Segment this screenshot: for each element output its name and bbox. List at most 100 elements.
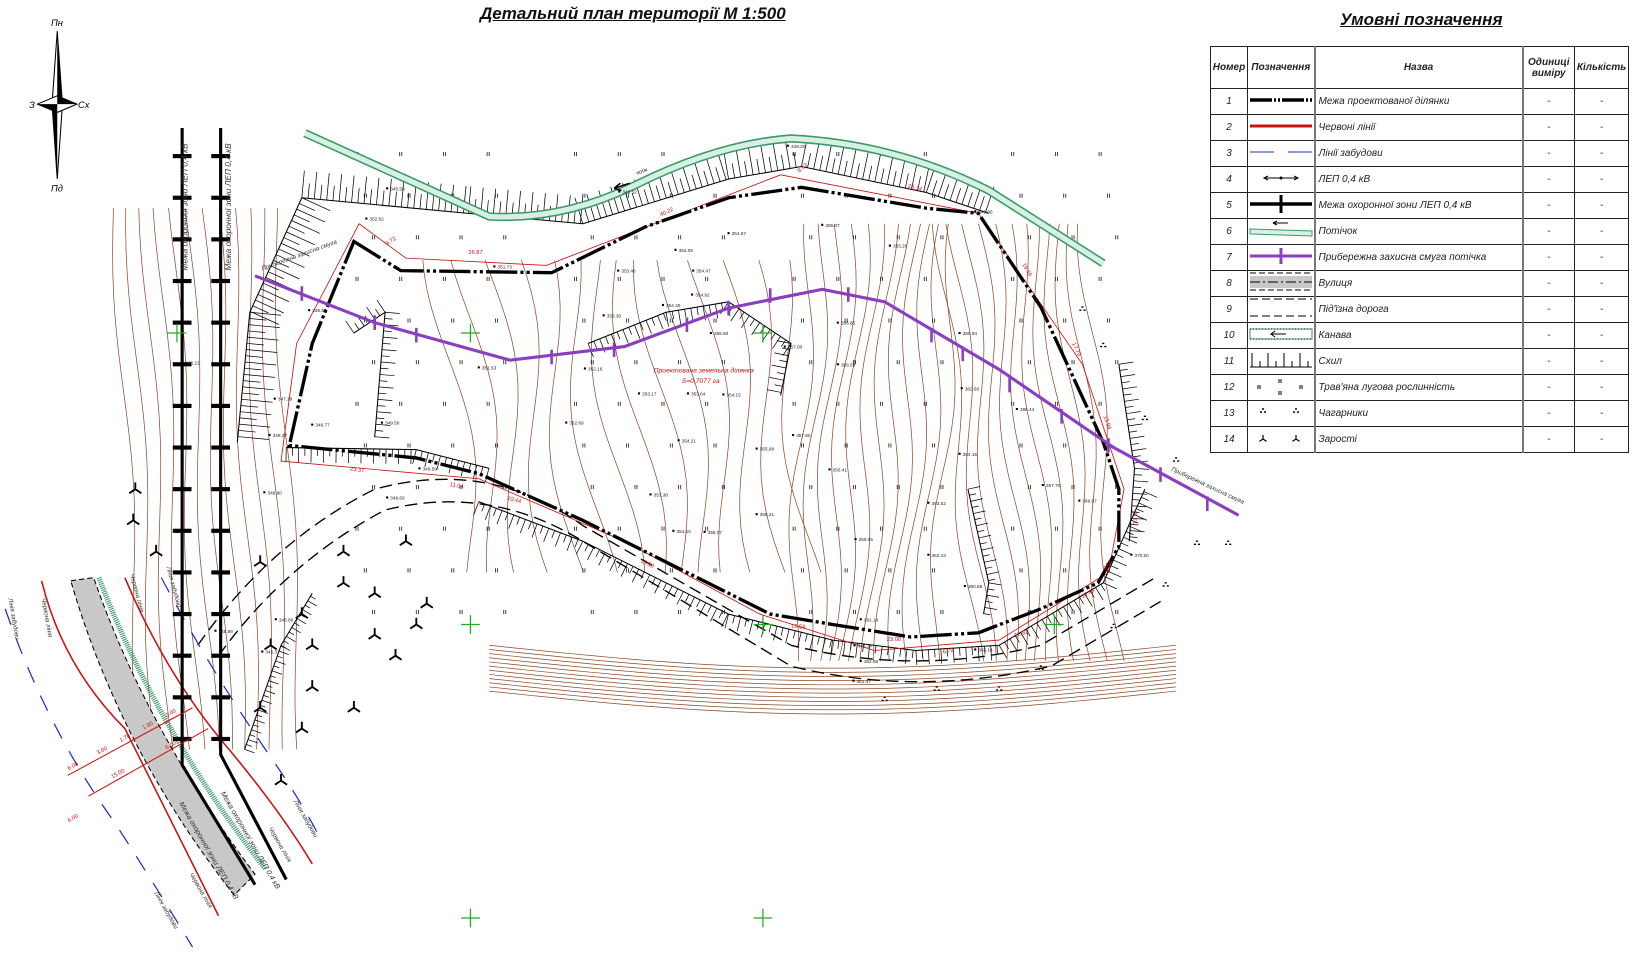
slope-tick [302,609,312,616]
power-pole-mark [211,570,231,575]
slope-tick [985,600,993,603]
power-pole-mark [172,736,192,742]
elevation-label: 348.77 [315,423,330,428]
contour-line [489,649,1177,673]
slope-tick [774,352,789,357]
slope-tick [965,647,968,662]
slope-tick [242,386,274,391]
building-line-label-3: Лінія забудови [291,798,319,839]
legend-name: Канава [1313,322,1523,349]
elevation-point [852,679,855,682]
dimension-label: 9.72 [385,236,398,247]
slope-tick [1132,492,1148,495]
dimension-label: 23.37 [349,466,364,474]
elevation-label: 355.98 [760,447,775,452]
slope-tick [313,171,318,199]
slope-tick [595,549,600,557]
power-zone-icon [1247,192,1315,219]
slope-tick [249,311,281,316]
slope-tick [952,648,955,663]
slope-tick [496,510,503,525]
slope-tick [911,650,914,659]
slope-tick [923,165,930,193]
elevation-label: 364.15 [963,452,978,457]
elevation-point [263,491,266,494]
legend-name: Чагарники [1313,400,1523,427]
power-pole-mark [172,695,192,700]
elevation-point [274,618,277,621]
slope-tick [1128,423,1143,427]
slope-tick [275,660,286,665]
slope-tick [379,374,395,377]
legend-number: 5 [1210,192,1248,219]
power-pole-mark [211,278,231,284]
slope-tick [710,608,718,622]
contour-line [201,208,233,750]
slope-tick [379,380,388,382]
power-pole-mark [211,611,231,617]
contour-line [168,208,206,750]
dimension-label: 40.22 [659,207,675,218]
slope-tick [384,318,393,320]
legend-unit: - [1521,270,1575,297]
contour-line [781,260,822,573]
elevation-point [709,332,712,335]
power-pole-mark [211,487,231,492]
contour-line [758,260,786,573]
legend-unit: - [1521,244,1575,271]
slope-tick [639,322,644,331]
power-zone-label-2: Межа охоронної зони ЛЕП 0,4 кВ [223,143,233,271]
slope-tick [1134,467,1150,470]
contour-line [138,208,174,750]
slope-tick [551,530,555,539]
elevation-point [686,392,690,395]
slope-tick [1004,641,1009,650]
elevation-point [418,467,421,470]
contour-line [489,674,1177,698]
slope-tick [691,174,697,190]
legend-name: Прибережна захисна смуга потічка [1313,244,1523,271]
slope-tick [928,649,930,665]
slope-tick [1143,491,1158,498]
slope-tick [1036,622,1042,630]
legend-row: 10 Канава - - [1210,322,1629,349]
dimension-label: 17.79 [1070,342,1081,358]
slope-tick [1119,368,1128,371]
elevation-label: 365.07 [825,223,840,228]
slope-tick [566,537,573,551]
elevation-label: 355.07 [708,530,723,535]
elevation-label: 353.38 [654,492,669,497]
grid-cross-icon [1044,615,1064,634]
slope-tick [862,643,864,652]
slope-tick [288,631,295,636]
meadow-icon [1247,374,1315,401]
access-road [197,478,1167,683]
legend-number: 12 [1210,374,1248,401]
slope-tick [671,311,674,320]
legend-qty: - [1574,166,1629,193]
elevation-label: 349.66 [978,209,993,214]
slope-tick [1113,559,1127,567]
elevation-label: 354.92 [695,293,710,298]
legend-number: 4 [1210,166,1248,193]
slope-tick [271,670,283,675]
slope-tick [631,568,640,583]
grid-crosses [167,323,1064,928]
contour-line [450,260,498,573]
power-pole-mark [172,403,192,408]
slope-tick [268,680,279,685]
compass-north: Пн [51,18,63,28]
slope-tick [493,508,497,516]
slope-tick [252,305,269,314]
elevation-point [854,538,857,541]
contour-line [838,223,871,661]
power-pole-mark [211,320,231,325]
slope-tick [829,639,832,648]
slope-tick [685,594,690,602]
slope-tick [1131,448,1147,452]
power-pole-mark [211,653,231,658]
slope-tick [1009,638,1018,652]
elevation-label: 349.69 [390,496,405,501]
slope-tick [662,582,667,591]
power-pole-mark [172,195,192,200]
